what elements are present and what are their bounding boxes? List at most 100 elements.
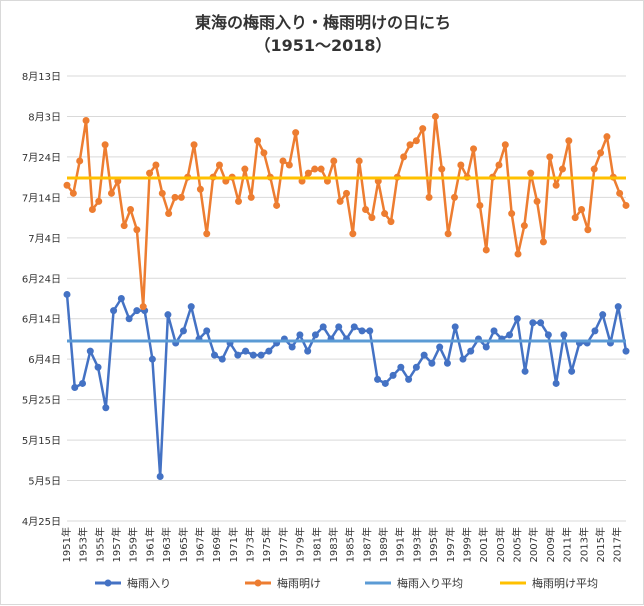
y-axis-ticks: 4月25日 5月5日 5月15日 5月25日 6月4日 6月14日 6月24日 7月4日 7月1… [22,71,61,528]
data-point [71,384,79,391]
data-point [235,197,243,205]
data-point [304,169,312,177]
data-point [406,141,414,149]
chart-subtitle: （1951～2018） [254,36,391,55]
data-point [296,331,304,339]
x-tick-label: 1975年 [260,527,273,562]
data-point [599,311,607,319]
x-tick-label: 1985年 [344,527,357,562]
data-point [335,323,343,331]
x-tick-label: 1957年 [110,527,123,562]
data-point [495,161,503,169]
x-tick-label: 2007年 [527,527,540,562]
data-point [521,367,529,375]
x-tick-label: 1953年 [77,527,90,562]
data-point [79,379,87,387]
legend-label: 梅雨入り平均 [397,576,463,590]
legend-marker [254,579,262,587]
data-point [470,145,478,153]
x-tick-label: 1965年 [177,527,190,562]
data-point [560,331,568,339]
data-point [616,189,624,197]
x-tick-label: 2003年 [494,527,507,562]
data-point [110,307,118,315]
y-tick-label: 5月5日 [28,476,61,488]
y-tick-label: 7月24日 [22,152,61,164]
data-point [467,347,475,355]
data-point [622,201,630,209]
data-point [520,222,528,230]
data-point [196,185,204,193]
data-point [428,359,436,367]
x-tick-label: 2017年 [611,527,624,562]
data-point [529,319,537,327]
x-tick-label: 1995年 [427,527,440,562]
data-point [457,161,465,169]
data-point [330,157,338,165]
data-point [234,351,242,359]
data-point [368,214,376,222]
data-point [506,331,514,339]
legend-label: 梅雨入り [127,576,171,590]
data-point [94,363,102,371]
data-point [412,363,420,371]
data-point [389,371,397,379]
x-tick-label: 2005年 [511,527,524,562]
data-point [343,189,350,197]
data-point [156,473,164,480]
series-2 [63,112,630,311]
legend-label: 梅雨明け平均 [532,576,598,590]
data-point [242,347,250,355]
data-point [508,210,516,218]
x-tick-label: 2001年 [477,527,490,562]
data-point [381,379,389,387]
data-point [590,165,598,173]
data-point [102,404,110,412]
data-point [279,157,287,165]
x-tick-label: 2011年 [561,527,574,562]
data-point [533,197,541,205]
series-layer [63,112,630,480]
data-point [397,363,405,371]
y-tick-label: 6月4日 [28,354,61,366]
data-point [203,230,211,238]
data-point [148,355,156,363]
data-point [76,157,84,165]
x-tick-label: 1989年 [377,527,390,562]
data-point [490,327,498,335]
data-point [260,149,268,157]
x-tick-label: 2009年 [544,527,557,562]
x-tick-label: 1991年 [394,527,407,562]
data-point [254,137,262,145]
data-point [349,230,357,238]
legend-marker [104,579,112,587]
legend-item: 梅雨明け平均 [500,576,598,590]
data-point [412,137,420,145]
data-point [514,250,522,258]
data-point [438,165,446,173]
data-point [285,161,293,169]
legend-label: 梅雨明け [277,576,321,590]
x-tick-label: 2013年 [577,527,590,562]
x-tick-label: 1963年 [160,527,173,562]
data-point [584,226,592,234]
data-point [86,347,94,355]
y-tick-label: 6月24日 [22,273,61,285]
data-point [247,193,255,201]
x-tick-label: 1983年 [327,527,340,562]
x-tick-label: 1979年 [294,527,307,562]
y-tick-label: 8月13日 [22,71,61,83]
data-point [265,347,273,355]
y-tick-label: 7月4日 [28,233,61,245]
data-point [241,165,249,173]
data-point [317,165,325,173]
x-tick-label: 1971年 [227,527,240,562]
data-point [95,197,103,205]
data-point [552,379,560,387]
data-point [546,153,554,161]
x-tick-label: 1973年 [244,527,257,562]
data-point [603,133,611,141]
data-point [133,226,141,234]
x-tick-label: 1999年 [460,527,473,562]
